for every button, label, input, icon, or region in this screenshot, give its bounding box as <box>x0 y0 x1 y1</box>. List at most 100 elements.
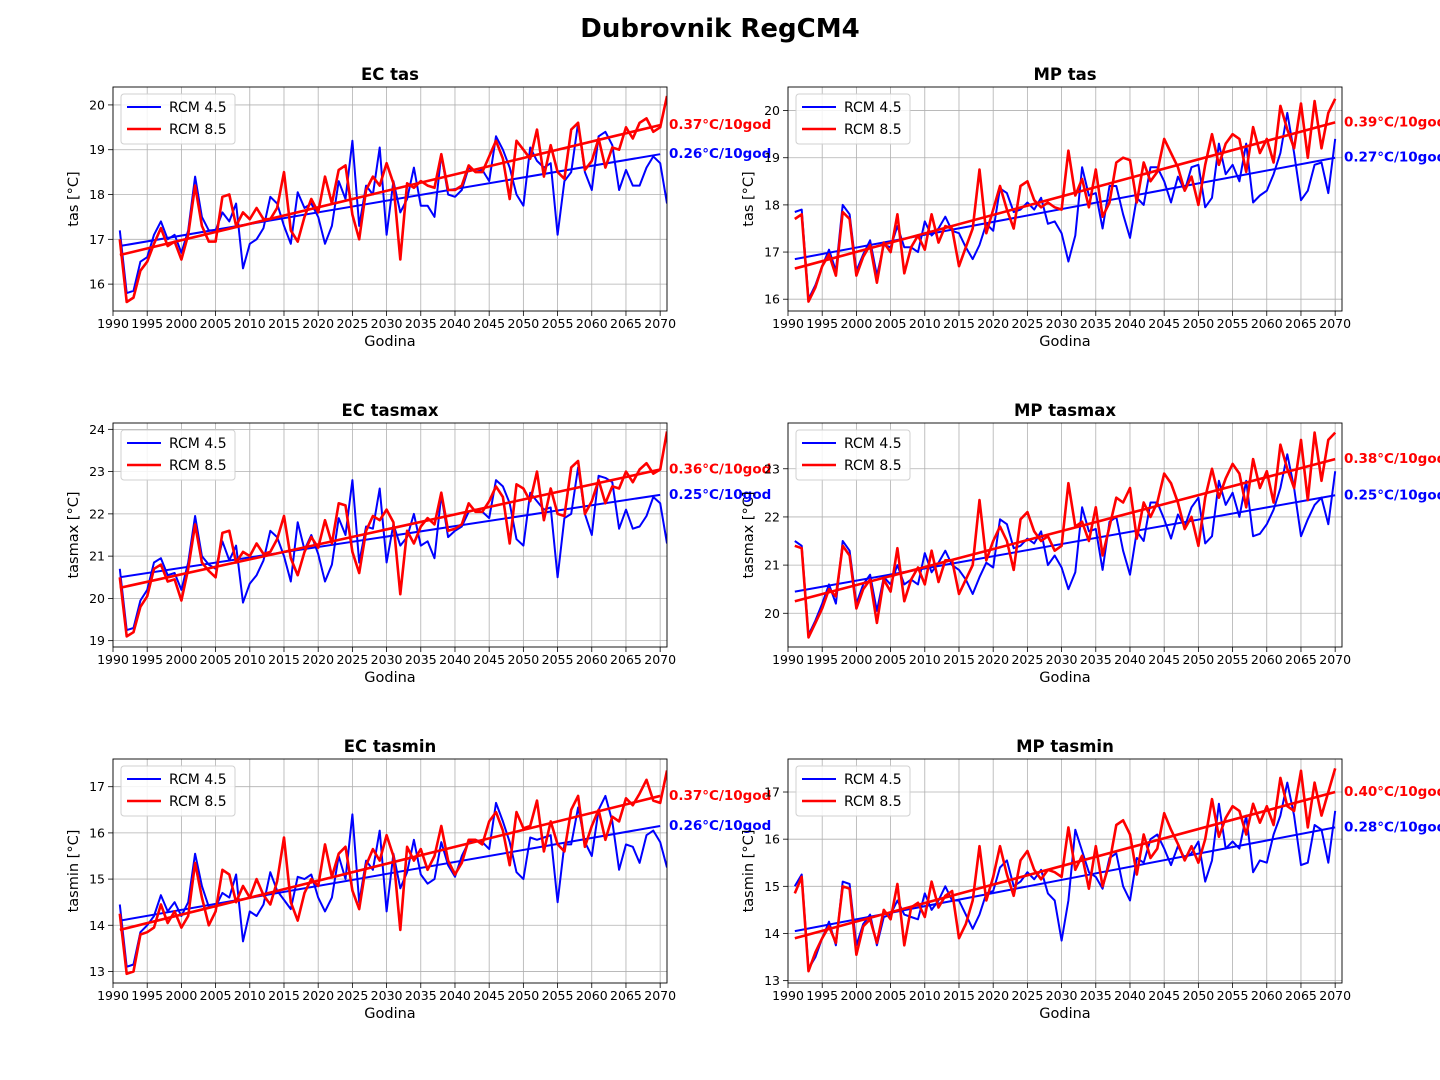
x-tick-label: 2045 <box>473 988 505 1003</box>
x-tick-label: 2060 <box>576 652 608 667</box>
y-tick-label: 17 <box>764 245 780 260</box>
x-tick-label: 2045 <box>1148 652 1180 667</box>
x-tick-label: 2015 <box>268 316 300 331</box>
trend-label-rcm-8-5: 0.36°C/10god <box>669 461 771 477</box>
panel-ec-tasmin: 1990 1995 2000 2005 2010 2015 2020 2025 2030 2035… <box>66 737 771 1022</box>
x-tick-label: 2055 <box>542 652 574 667</box>
x-tick-label: 2070 <box>644 988 676 1003</box>
x-tick-label: 2010 <box>234 316 266 331</box>
x-axis-label: Godina <box>364 670 415 686</box>
x-tick-label: 2025 <box>336 316 368 331</box>
x-tick-label: 2020 <box>977 652 1009 667</box>
x-tick-label: 2015 <box>943 316 975 331</box>
x-tick-label: 2070 <box>644 316 676 331</box>
axes-frame <box>787 422 1343 648</box>
trend-line-rcm-8-5 <box>794 457 1336 603</box>
panel-title: EC tas <box>361 65 419 84</box>
x-tick-label: 2055 <box>542 316 574 331</box>
x-tick-label: 2040 <box>1114 988 1146 1003</box>
trend-line-rcm-8-5 <box>794 121 1336 270</box>
legend: RCM 4.5 RCM 8.5 <box>795 93 911 145</box>
y-tick-label: 24 <box>89 422 105 437</box>
y-tick-label: 15 <box>89 872 105 887</box>
legend: RCM 4.5 RCM 8.5 <box>120 765 236 817</box>
y-tick-label: 21 <box>89 549 105 564</box>
panel-title: EC tasmax <box>342 401 439 420</box>
x-tick-label: 2050 <box>507 652 539 667</box>
panel-title: MP tas <box>1033 65 1096 84</box>
y-axis-label: tas [°C] <box>741 171 757 226</box>
x-tick-label: 2030 <box>1046 652 1078 667</box>
x-tick-label: 2035 <box>405 988 437 1003</box>
x-tick-label: 1990 <box>97 988 129 1003</box>
y-tick-label: 22 <box>89 506 105 521</box>
trend-line-rcm-8-5 <box>119 468 661 590</box>
x-tick-label: 2005 <box>200 988 232 1003</box>
x-tick-label: 2030 <box>1046 988 1078 1003</box>
x-tick-label: 2060 <box>1251 652 1283 667</box>
y-tick-label: 19 <box>89 142 105 157</box>
trend-line-rcm-4-5 <box>119 824 661 922</box>
x-tick-label: 2020 <box>977 316 1009 331</box>
x-tick-label: 2065 <box>610 988 642 1003</box>
trend-label-rcm-4-5: 0.25°C/10god <box>669 487 771 503</box>
axes-frame <box>112 758 668 984</box>
x-tick-label: 1995 <box>131 988 163 1003</box>
axes-frame <box>787 758 1343 984</box>
x-tick-label: 2040 <box>439 988 471 1003</box>
x-tick-label: 1995 <box>806 652 838 667</box>
trend-label-rcm-8-5: 0.37°C/10god <box>669 788 771 804</box>
y-tick-label: 23 <box>89 464 105 479</box>
x-tick-label: 2025 <box>1011 316 1043 331</box>
x-tick-label: 2065 <box>610 316 642 331</box>
y-tick-label: 14 <box>764 926 780 941</box>
x-tick-label: 2025 <box>1011 652 1043 667</box>
x-tick-label: 2020 <box>977 988 1009 1003</box>
x-tick-label: 2050 <box>507 316 539 331</box>
x-tick-label: 2045 <box>473 316 505 331</box>
x-tick-label: 2030 <box>371 652 403 667</box>
x-tick-label: 2065 <box>1285 316 1317 331</box>
panel-mp-tasmin: 1990 1995 2000 2005 2010 2015 2020 2025 2030 2035… <box>741 737 1440 1022</box>
panel-mp-tasmax: 1990 1995 2000 2005 2010 2015 2020 2025 2030 2035… <box>741 401 1440 686</box>
figure-title: Dubrovnik RegCM4 <box>580 14 860 44</box>
x-tick-label: 1990 <box>772 652 804 667</box>
trend-line-rcm-4-5 <box>119 153 661 248</box>
panel-ec-tas: 1990 1995 2000 2005 2010 2015 2020 2025 2030 2035… <box>66 65 771 350</box>
trend-label-rcm-8-5: 0.37°C/10god <box>669 117 771 133</box>
x-axis-label: Godina <box>1039 334 1090 350</box>
series-line-rcm-4-5 <box>793 781 1337 970</box>
x-tick-label: 2070 <box>1319 988 1351 1003</box>
legend-label-rcm-4-5: RCM 4.5 <box>169 772 227 788</box>
x-tick-label: 1995 <box>806 988 838 1003</box>
x-tick-label: 2045 <box>1148 988 1180 1003</box>
x-tick-label: 2030 <box>371 988 403 1003</box>
x-tick-label: 2040 <box>1114 652 1146 667</box>
y-tick-label: 16 <box>764 832 780 847</box>
x-tick-label: 2035 <box>1080 316 1112 331</box>
x-tick-label: 2070 <box>644 652 676 667</box>
x-tick-label: 1995 <box>131 652 163 667</box>
trend-label-rcm-4-5: 0.28°C/10god <box>1344 819 1440 835</box>
x-tick-label: 2000 <box>840 316 872 331</box>
legend-label-rcm-4-5: RCM 4.5 <box>169 100 227 116</box>
series-line-rcm-8-5 <box>118 770 667 976</box>
x-tick-label: 2020 <box>302 988 334 1003</box>
panel-title: EC tasmin <box>344 737 437 756</box>
x-tick-label: 2055 <box>1217 652 1249 667</box>
x-tick-label: 2070 <box>1319 316 1351 331</box>
panel-title: MP tasmin <box>1016 737 1114 756</box>
x-tick-label: 2020 <box>302 652 334 667</box>
x-tick-label: 2010 <box>909 316 941 331</box>
y-tick-label: 17 <box>89 232 105 247</box>
legend: RCM 4.5 RCM 8.5 <box>120 93 236 145</box>
x-tick-label: 1990 <box>97 316 129 331</box>
x-axis-label: Godina <box>364 1006 415 1022</box>
panel-title: MP tasmax <box>1014 401 1116 420</box>
x-tick-label: 2045 <box>473 652 505 667</box>
y-tick-label: 17 <box>764 785 780 800</box>
y-tick-label: 13 <box>89 964 105 979</box>
legend-label-rcm-8-5: RCM 8.5 <box>844 794 902 810</box>
x-tick-label: 2060 <box>1251 988 1283 1003</box>
